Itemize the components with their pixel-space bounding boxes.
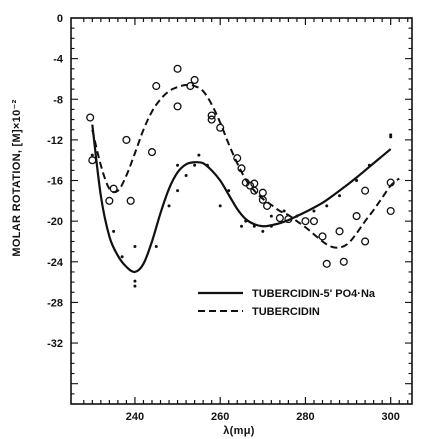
data-point-tubercidin-5-po4-na — [338, 194, 342, 198]
data-point-tubercidin — [275, 214, 284, 223]
x-axis-title: λ(mμ) — [223, 425, 254, 437]
legend: TUBERCIDIN-5' PO4·Na TUBERCIDIN — [198, 288, 376, 318]
series-line-tubercidin — [91, 83, 400, 249]
data-point-tubercidin-5-po4-na — [193, 163, 197, 167]
data-point-tubercidin — [258, 188, 267, 197]
y-axis-ticks: 0 -4 -8 -12 -16 -20 -24 -28 -32 — [47, 13, 64, 350]
data-point-tubercidin — [318, 232, 327, 241]
data-point-tubercidin — [207, 115, 216, 124]
data-point-tubercidin — [309, 217, 319, 226]
data-point-tubercidin-5-po4-na — [282, 209, 286, 213]
data-point-tubercidin — [207, 111, 216, 120]
data-point-tubercidin — [352, 212, 361, 221]
data-point-tubercidin-5-po4-na — [261, 229, 265, 233]
data-point-tubercidin — [301, 217, 310, 226]
y-tick-label: -16 — [47, 176, 63, 188]
y-tick-label: -8 — [53, 94, 63, 106]
y-tick-label: -32 — [47, 338, 63, 350]
data-point-tubercidin — [258, 195, 267, 204]
data-point-tubercidin-5-po4-na — [240, 224, 243, 228]
data-point-tubercidin-5-po4-na — [176, 163, 180, 167]
data-point-tubercidin-5-po4-na — [176, 189, 180, 193]
data-point-tubercidin — [335, 227, 344, 236]
data-point-tubercidin-5-po4-na — [112, 229, 116, 233]
data-point-tubercidin — [386, 178, 395, 187]
data-point-tubercidin — [339, 257, 348, 266]
data-point-tubercidin — [105, 196, 114, 205]
y-axis-title: MOLAR ROTATION, [M]×10⁻² — [11, 99, 23, 256]
data-point-tubercidin — [386, 206, 395, 216]
data-point-tubercidin — [152, 82, 161, 91]
data-point-tubercidin-5-po4-na — [252, 224, 256, 228]
data-point-tubercidin — [186, 82, 195, 91]
data-point-tubercidin-5-po4-na — [312, 209, 316, 213]
data-point-tubercidin-5-po4-na — [244, 219, 248, 223]
series-points — [86, 64, 395, 288]
data-point-tubercidin-5-po4-na — [197, 153, 201, 157]
data-point-tubercidin-5-po4-na — [133, 279, 137, 283]
data-point-tubercidin — [216, 123, 225, 132]
data-point-tubercidin — [88, 156, 97, 165]
data-point-tubercidin-5-po4-na — [154, 245, 158, 249]
data-point-tubercidin-5-po4-na — [325, 204, 329, 208]
data-point-tubercidin-5-po4-na — [167, 204, 171, 208]
data-point-tubercidin-5-po4-na — [295, 214, 299, 218]
x-tick-label: 280 — [296, 411, 314, 423]
data-point-tubercidin — [250, 186, 259, 195]
data-point-tubercidin-5-po4-na — [367, 163, 371, 167]
y-tick-label: 0 — [57, 13, 63, 25]
y-tick-label: -4 — [53, 54, 64, 66]
data-point-tubercidin — [284, 215, 293, 224]
plot-border — [70, 17, 413, 405]
legend-label-tubercidin-5-po4-na: TUBERCIDIN-5' PO4·Na — [252, 288, 376, 300]
data-point-tubercidin — [147, 148, 157, 157]
data-point-tubercidin — [245, 181, 255, 190]
data-point-tubercidin — [361, 237, 370, 246]
data-point-tubercidin-5-po4-na — [218, 204, 222, 208]
y-tick-label: -12 — [47, 135, 63, 147]
series-curves — [91, 83, 400, 274]
data-point-tubercidin-5-po4-na — [355, 179, 359, 183]
data-point-tubercidin-5-po4-na — [184, 173, 188, 177]
data-point-tubercidin-5-po4-na — [205, 163, 209, 167]
plot-frame — [70, 17, 413, 405]
x-tick-label: 300 — [382, 411, 400, 423]
data-point-tubercidin — [190, 75, 199, 85]
x-tick-label: 260 — [211, 411, 229, 423]
data-point-tubercidin — [361, 186, 370, 195]
data-point-tubercidin — [126, 196, 135, 205]
x-tick-label: 240 — [126, 411, 144, 423]
y-tick-label: -24 — [47, 257, 64, 269]
legend-label-tubercidin: TUBERCIDIN — [252, 306, 320, 318]
data-point-tubercidin-5-po4-na — [133, 284, 137, 288]
y-tick-label: -28 — [47, 297, 63, 309]
data-point-tubercidin-5-po4-na — [227, 189, 231, 193]
data-point-tubercidin-5-po4-na — [120, 255, 124, 259]
y-tick-label: -20 — [47, 216, 63, 228]
data-point-tubercidin — [233, 154, 242, 163]
data-point-tubercidin-5-po4-na — [269, 214, 273, 218]
series-line-tubercidin-5-po4-na — [91, 124, 392, 274]
data-point-tubercidin — [173, 64, 182, 73]
data-point-tubercidin — [322, 259, 331, 268]
data-point-tubercidin — [109, 184, 118, 193]
data-point-tubercidin — [122, 135, 131, 144]
data-point-tubercidin-5-po4-na — [133, 245, 137, 249]
data-point-tubercidin — [173, 102, 182, 111]
data-point-tubercidin — [237, 164, 246, 173]
data-point-tubercidin-5-po4-na — [389, 133, 393, 137]
data-point-tubercidin — [263, 201, 272, 210]
data-point-tubercidin — [86, 113, 95, 122]
data-point-tubercidin-5-po4-na — [269, 224, 273, 228]
data-point-tubercidin-5-po4-na — [90, 153, 94, 157]
x-axis-ticks: 240 260 280 300 — [126, 411, 400, 423]
